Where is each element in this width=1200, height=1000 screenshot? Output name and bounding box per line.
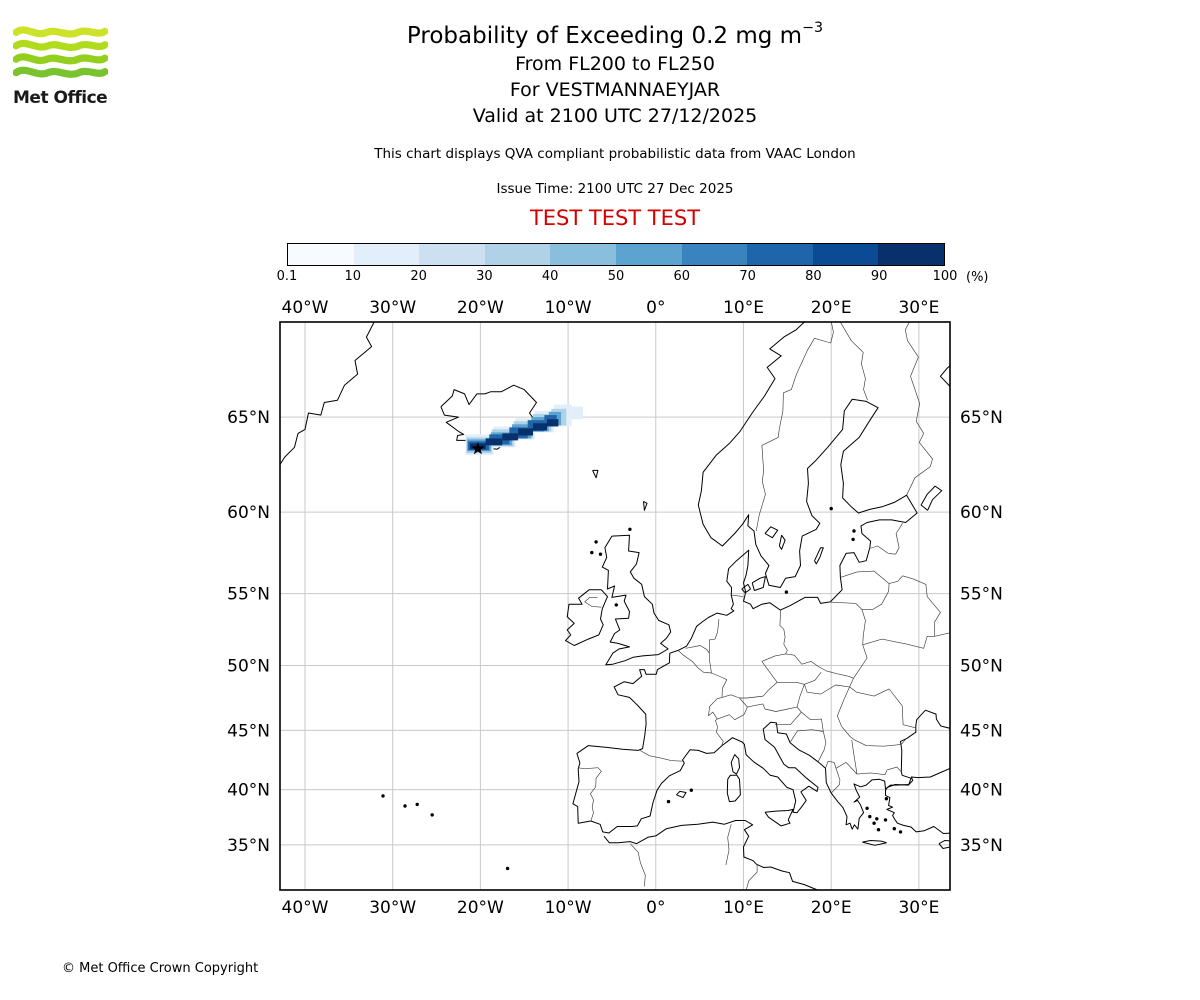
- legend-color-segment: [615, 244, 682, 265]
- lon-label-top: 10°E: [723, 298, 764, 318]
- legend-tick: 50: [607, 269, 625, 284]
- lat-label-left: 60°N: [227, 503, 270, 523]
- legend-color-segment: [288, 244, 354, 265]
- lat-label-left: 40°N: [227, 781, 270, 801]
- legend-tick: 30: [476, 269, 493, 284]
- lon-label-top: 20°E: [811, 298, 852, 318]
- legend-color-segment: [484, 244, 551, 265]
- legend-tick: 100: [932, 269, 958, 284]
- ash-plume-cells: [465, 404, 583, 456]
- grid-lines: [280, 322, 950, 890]
- lat-label-right: 40°N: [960, 781, 1003, 801]
- legend-color-segment: [419, 244, 485, 265]
- lon-label-bottom: 10°W: [545, 898, 592, 918]
- volcano-marker: [471, 441, 485, 455]
- legend-tick: 20: [410, 269, 427, 284]
- lat-label-left: 45°N: [227, 721, 270, 741]
- subtitle-volcano: For VESTMANNAEYJAR: [509, 78, 721, 101]
- lon-label-top: 20°W: [457, 298, 504, 318]
- legend-colorbar: [287, 243, 945, 266]
- map-layers: [280, 322, 950, 890]
- coastlines: [280, 322, 950, 890]
- met-office-waves-icon: [12, 26, 109, 78]
- issue-time-text: Issue Time: 2100 UTC 27 Dec 2025: [496, 181, 734, 198]
- lat-label-left: 55°N: [227, 585, 270, 605]
- title-text: Probability of Exceeding 0.2 mg m: [406, 23, 803, 49]
- lat-label-right: 50°N: [960, 657, 1003, 677]
- legend-tick: 90: [870, 269, 888, 284]
- lon-label-top: 0°: [646, 298, 665, 318]
- subtitle-valid-time: Valid at 2100 UTC 27/12/2025: [472, 105, 758, 128]
- legend-color-segment: [747, 244, 813, 265]
- test-banner: TEST TEST TEST: [529, 206, 701, 231]
- small-islands: [381, 506, 903, 871]
- legend-tick: 0.1: [276, 269, 298, 284]
- lat-label-left: 65°N: [227, 408, 270, 428]
- lon-label-bottom: 0°: [646, 898, 665, 918]
- lon-label-top: 10°W: [545, 298, 592, 318]
- legend-tick: 10: [344, 269, 362, 284]
- legend-color-segment: [878, 244, 944, 265]
- country-borders: [578, 322, 950, 890]
- lon-label-top: 30°E: [898, 298, 939, 318]
- map-frame: [279, 321, 951, 891]
- chart-header: Probability of Exceeding 0.2 mg m−3 From…: [30, 20, 1200, 231]
- lat-label-right: 65°N: [960, 408, 1003, 428]
- legend-tick: 60: [673, 269, 691, 284]
- lat-label-right: 55°N: [960, 585, 1003, 605]
- lat-label-right: 35°N: [960, 836, 1003, 856]
- chart-title: Probability of Exceeding 0.2 mg m−3: [30, 20, 1200, 51]
- legend-color-segment: [353, 244, 420, 265]
- qva-info-text: This chart displays QVA compliant probab…: [374, 146, 856, 163]
- lon-label-bottom: 20°E: [811, 898, 852, 918]
- met-office-logo-text: Met Office: [13, 88, 108, 108]
- legend-tick: 40: [541, 269, 559, 284]
- lon-label-bottom: 30°E: [898, 898, 939, 918]
- legend-color-segment: [812, 244, 879, 265]
- title-exponent: −3: [802, 20, 824, 37]
- lat-label-left: 50°N: [227, 657, 270, 677]
- met-office-logo: Met Office: [12, 24, 123, 108]
- lat-label-right: 45°N: [960, 721, 1003, 741]
- legend-tick: 70: [739, 269, 756, 284]
- lon-label-bottom: 20°W: [457, 898, 504, 918]
- axis-labels: 40°W 40°W 30°W 30°W 20°W 20°W 10°W 10°W 0° 0° 10°E…: [227, 298, 1003, 918]
- legend-color-segment: [550, 244, 616, 265]
- legend-tick: 80: [805, 269, 822, 284]
- subtitle-flight-levels: From FL200 to FL250: [515, 52, 715, 75]
- lat-label-right: 60°N: [960, 503, 1003, 523]
- copyright-text: © Met Office Crown Copyright: [62, 961, 259, 976]
- lon-label-top: 40°W: [282, 298, 329, 318]
- lon-label-top: 30°W: [369, 298, 416, 318]
- lon-label-bottom: 30°W: [369, 898, 416, 918]
- legend-unit-label: (%): [966, 270, 989, 285]
- lon-label-bottom: 40°W: [282, 898, 329, 918]
- lon-label-bottom: 10°E: [723, 898, 764, 918]
- legend-color-segment: [681, 244, 748, 265]
- lat-label-left: 35°N: [227, 836, 270, 856]
